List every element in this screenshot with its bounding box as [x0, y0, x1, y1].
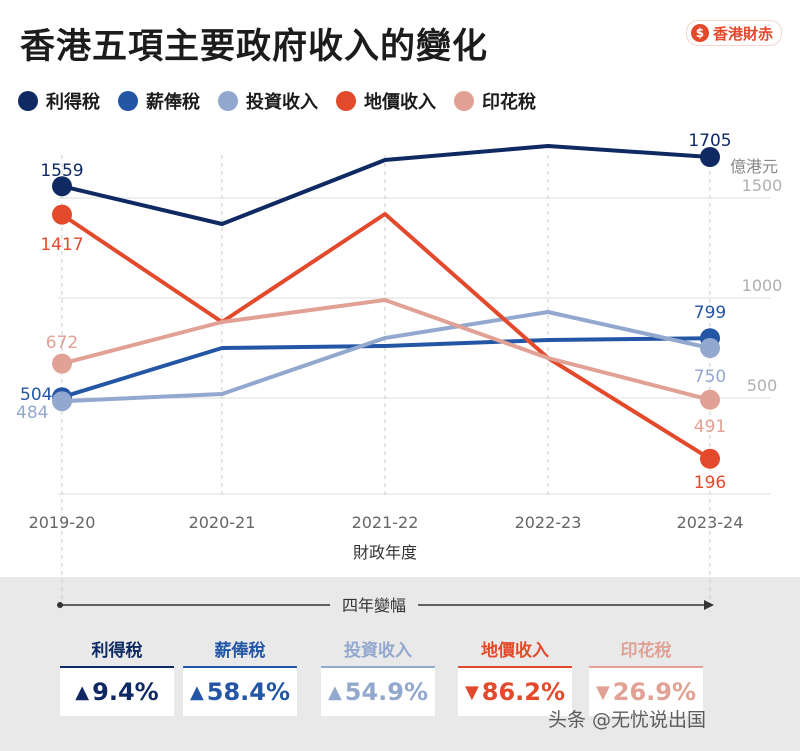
change-value-salaries_tax: ▲ 58.4%: [183, 668, 297, 716]
change-label-stamp_duty: 印花稅: [620, 641, 672, 661]
y-tick-label: 1500: [742, 176, 783, 195]
change-value-profits_tax: ▲ 9.4%: [60, 668, 174, 716]
x-axis-title: 財政年度: [353, 543, 417, 562]
dollar-icon: $: [690, 24, 709, 42]
data-label-investment_income: 484: [16, 403, 48, 423]
change-panel: [0, 577, 800, 751]
series-line-land_premium: [60, 212, 712, 461]
legend-label: 投資收入: [246, 92, 318, 113]
data-point-investment_income: [52, 391, 72, 412]
series-line-profits_tax: [61, 144, 711, 226]
series-line-stamp_duty: [61, 298, 711, 402]
data-label-stamp_duty: 672: [46, 333, 78, 353]
x-tick-label: 2020-21: [189, 513, 256, 532]
unit-label: 億港元: [730, 157, 778, 176]
series-line-salaries_tax: [61, 336, 711, 400]
change-label-investment_income: 投資收入: [344, 641, 412, 661]
change-percentage: 86.2%: [481, 678, 566, 706]
change-percentage: 26.9%: [612, 678, 697, 706]
change-section-label: 四年變幅: [342, 596, 406, 615]
legend-item-land-premium: 地價收入: [336, 88, 436, 114]
data-label-land_premium: 196: [694, 473, 726, 493]
change-value-stamp_duty: ▼ 26.9%: [589, 668, 703, 716]
change-label-salaries_tax: 薪俸稅: [214, 641, 266, 661]
legend-label: 地價收入: [364, 92, 436, 113]
change-underline-profits_tax: [60, 666, 174, 669]
legend-item-stamp-duty: 印花稅: [454, 88, 536, 114]
triangle-down-icon: ▼: [595, 681, 610, 703]
legend: 利得稅 薪俸稅 投資收入 地價收入 印花稅: [18, 88, 536, 114]
watermark: 头条 @无忧说出国: [548, 709, 707, 731]
data-label-land_premium: 1417: [40, 235, 83, 255]
triangle-up-icon: ▲: [189, 681, 204, 703]
legend-label: 薪俸稅: [146, 92, 200, 113]
change-arrow-tail: [57, 602, 63, 608]
change-arrow-head: [704, 600, 714, 610]
change-percentage: 58.4%: [206, 678, 291, 706]
data-point-stamp_duty: [700, 389, 720, 410]
legend-item-investment-income: 投資收入: [218, 88, 318, 114]
data-label-investment_income: 750: [694, 367, 726, 387]
data-point-profits_tax: [52, 176, 72, 197]
change-value-land_premium: ▼ 86.2%: [458, 668, 572, 716]
brand-name: 香港財赤: [712, 24, 773, 43]
legend-swatch: [218, 91, 238, 111]
data-label-profits_tax: 1705: [688, 131, 731, 151]
chart-title: 香港五項主要政府收入的變化: [20, 27, 489, 67]
data-label-salaries_tax: 799: [694, 303, 726, 323]
data-point-investment_income: [700, 338, 720, 358]
change-underline-stamp_duty: [589, 666, 703, 669]
brand-logo: $ 香港財赤: [685, 20, 782, 46]
legend-label: 利得稅: [46, 92, 100, 113]
data-point-land_premium: [700, 448, 720, 469]
legend-swatch: [118, 91, 138, 111]
legend-swatch: [336, 91, 356, 111]
legend-item-salaries-tax: 薪俸稅: [118, 88, 200, 114]
y-tick-label: 500: [747, 376, 778, 395]
change-value-investment_income: ▲ 54.9%: [321, 668, 435, 716]
data-label-stamp_duty: 491: [694, 417, 726, 437]
change-label-land_premium: 地價收入: [481, 641, 549, 661]
change-percentage: 9.4%: [92, 678, 159, 706]
change-underline-land_premium: [458, 666, 572, 669]
triangle-up-icon: ▲: [327, 681, 342, 703]
data-point-land_premium: [52, 204, 72, 225]
legend-label: 印花稅: [482, 92, 536, 113]
triangle-up-icon: ▲: [75, 681, 90, 703]
series-line-investment_income: [61, 310, 711, 404]
legend-item-profits-tax: 利得稅: [18, 88, 100, 114]
x-tick-label: 2023-24: [677, 513, 744, 532]
legend-swatch: [18, 91, 38, 111]
x-tick-label: 2022-23: [515, 513, 582, 532]
x-tick-label: 2021-22: [352, 513, 419, 532]
y-tick-label: 1000: [742, 276, 783, 295]
data-label-salaries_tax: 504: [20, 385, 52, 405]
triangle-down-icon: ▼: [464, 681, 479, 703]
change-percentage: 54.9%: [344, 678, 429, 706]
x-tick-label: 2019-20: [29, 513, 96, 532]
change-underline-salaries_tax: [183, 666, 297, 669]
change-underline-investment_income: [321, 666, 435, 669]
change-label-profits_tax: 利得稅: [91, 641, 143, 661]
legend-swatch: [454, 91, 474, 111]
data-label-profits_tax: 1559: [40, 161, 83, 181]
data-point-profits_tax: [700, 147, 720, 167]
data-point-stamp_duty: [52, 353, 72, 374]
